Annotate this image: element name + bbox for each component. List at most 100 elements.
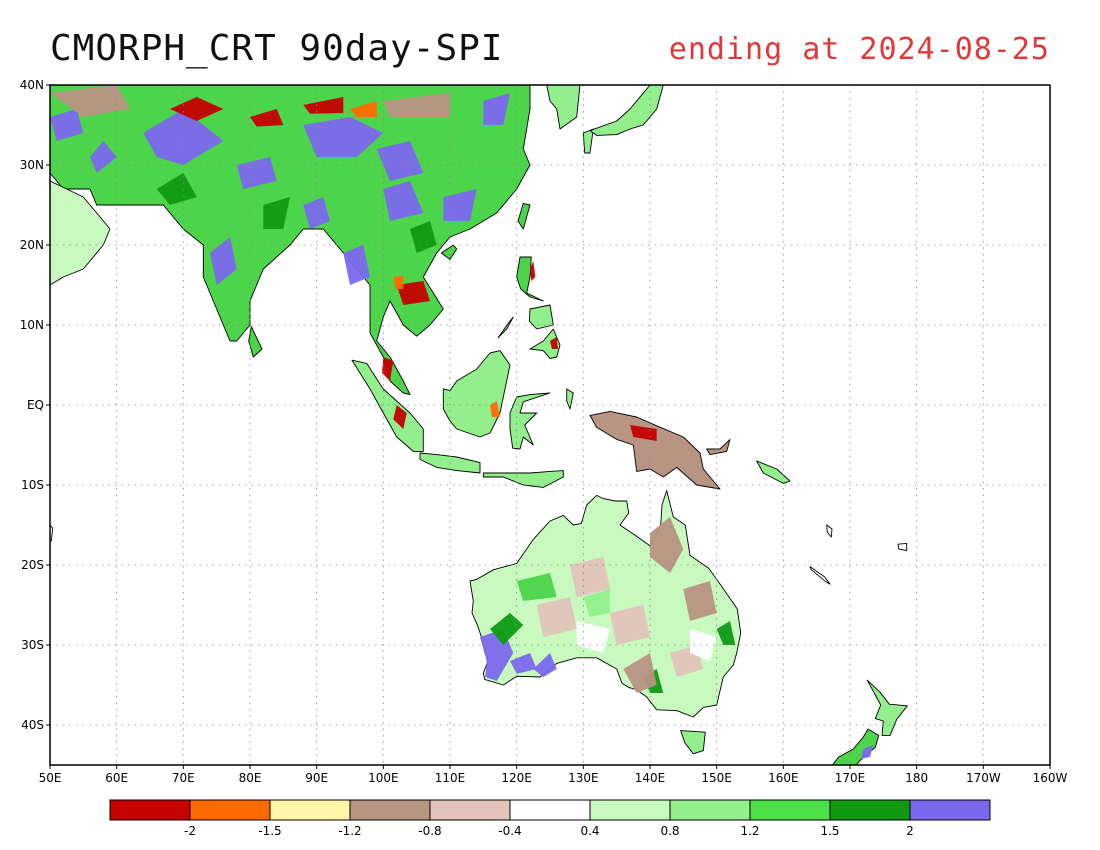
spi-anomaly-patch [303,197,330,229]
colorbar: -2 -1.5 -1.2 -0.8 -0.4 0.4 0.8 1.2 1.5 2 [109,799,991,838]
lon-tick-label: 160E [768,771,799,785]
colorbar-swatch [749,799,831,821]
colorbar-swatch [429,799,511,821]
landmass-halmahera [566,388,574,410]
spi-anomaly-patch [530,261,536,281]
spi-anomaly-patch [376,141,424,181]
landmass-nz-north [866,679,908,736]
landmass-hainan [440,244,458,260]
colorbar-label: -2 [184,824,196,838]
lon-tick-label: 120E [501,771,532,785]
spi-anomaly-patch [383,93,450,117]
spi-anomaly-patch [250,109,284,127]
lon-tick-label: 150E [701,771,732,785]
spi-anomaly-patch [393,405,407,429]
spi-anomaly-patch [861,745,874,759]
colorbar-label: 1.5 [820,824,839,838]
colorbar-label: 0.4 [580,824,599,838]
spi-anomaly-patch [650,517,684,573]
spi-anomaly-patch [716,621,736,645]
landmass-tasmania [680,730,706,755]
landmass-fiji [897,542,908,552]
spi-anomaly-patch [510,653,537,674]
spi-anomaly-patch [303,97,344,114]
lat-tick-label: 20S [21,558,44,572]
map-title: CMORPH_CRT 90day-SPI [50,28,504,69]
landmass-lesser-sunda [482,470,564,488]
lat-tick-label: 10S [21,478,44,492]
lat-tick-label: 40S [21,718,44,732]
lon-tick-label: 140E [635,771,666,785]
lon-tick-label: 170E [835,771,866,785]
lon-tick-label: 90E [305,771,328,785]
landmass-sulawesi [509,392,551,450]
landmass-mindanao [529,328,561,360]
longitude-labels: 50E 60E 70E 80E 90E 100E 110E 120E 130E 140E 150E 1… [39,765,1068,785]
map-subtitle: ending at 2024-08-25 [668,32,1050,67]
spi-anomaly-patch [570,557,610,597]
colorbar-label: -0.8 [418,824,441,838]
lat-tick-label: 30N [20,158,44,172]
spi-anomaly-patch [533,653,557,677]
spi-anomaly-patch [383,181,424,221]
spi-anomaly-patch [583,589,610,617]
lon-tick-label: 130E [568,771,599,785]
spi-anomaly-patch [396,281,430,305]
colorbar-swatch [589,799,671,821]
lat-tick-label: 20N [20,238,44,252]
colorbar-swatch [669,799,751,821]
lon-tick-label: 160W [1033,771,1068,785]
spi-anomaly-patch [483,93,510,125]
spi-anomaly-patch [690,629,717,661]
lon-tick-label: 180 [905,771,928,785]
map-frame [49,84,1051,766]
lat-tick-label: EQ [27,398,44,412]
lat-tick-label: 10N [20,318,44,332]
lon-tick-label: 110E [435,771,466,785]
colorbar-swatch [189,799,271,821]
graticule [50,85,1050,765]
colorbar-swatch [909,799,991,821]
lat-tick-label: 30S [21,638,44,652]
landmass-nz-south [831,728,880,765]
landmass-sri-lanka [248,326,263,358]
lon-tick-label: 170W [966,771,1001,785]
spi-anomaly-patch [550,337,558,349]
spi-anomaly-patch [610,605,650,645]
landmass-vanuatu [826,524,833,538]
spi-anomaly-patch [536,597,577,637]
colorbar-label: 0.8 [660,824,679,838]
spi-anomaly-patch [50,85,130,117]
spi-anomaly-patch [170,97,224,121]
lon-tick-label: 80E [239,771,262,785]
lat-tick-label: 40N [20,78,44,92]
landmass-luzon [516,256,544,302]
landmass-new-guinea [589,410,721,490]
spi-anomaly-patch [382,357,394,381]
landmass-sumatra [351,359,424,452]
landmass-visayas [528,304,554,330]
landmass-solomon [756,460,791,484]
landmass-palawan [497,316,514,339]
spi-anomaly-patch [683,581,717,621]
landmass-japan-honshu [589,85,664,136]
landmass-korea [546,85,581,130]
colorbar-label: 1.2 [740,824,759,838]
lon-tick-label: 100E [368,771,399,785]
spi-anomaly-patch [303,117,384,157]
spi-anomaly-patch [576,621,610,653]
spi-anomaly-patch [50,109,84,141]
colorbar-label: -1.5 [258,824,281,838]
colorbar-label: -1.2 [338,824,361,838]
latitude-labels: 40N 30N 20N 10N EQ 10S 20S 30S 40S [20,78,50,732]
spi-anomaly-patch [443,189,477,221]
spi-anomaly-patch [490,613,524,645]
landmass-new-caledonia [809,566,831,585]
spi-anomaly-patch [410,221,437,253]
lon-tick-label: 60E [105,771,128,785]
spi-anomaly-patch [263,197,290,229]
colorbar-swatch [509,799,591,821]
colorbar-swatch [829,799,911,821]
landmass-taiwan [517,202,531,230]
